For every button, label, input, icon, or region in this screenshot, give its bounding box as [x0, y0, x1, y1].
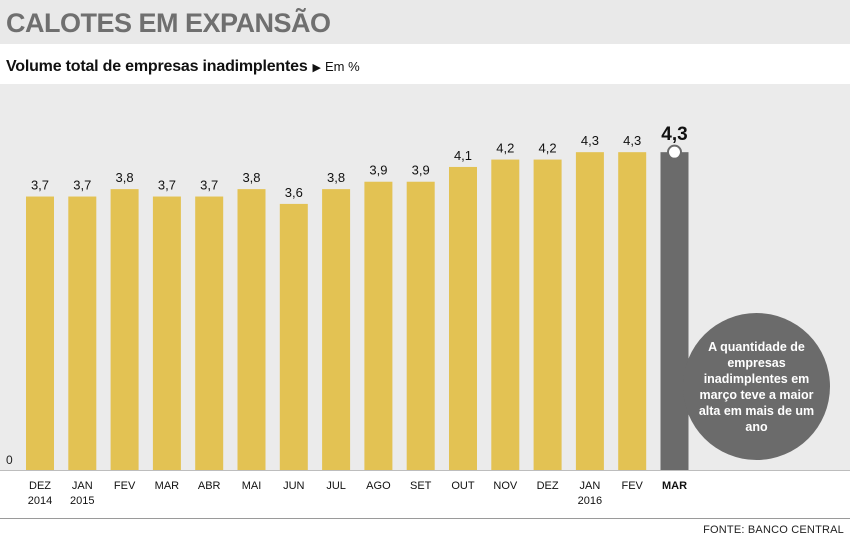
data-label: 3,8: [116, 170, 134, 185]
bar-highlight: [660, 152, 689, 470]
data-label: 3,7: [73, 178, 91, 193]
bar: [110, 189, 139, 470]
data-label: 4,3: [581, 133, 599, 148]
data-label: 4,2: [539, 141, 557, 156]
data-label: 3,8: [242, 170, 260, 185]
bar: [406, 181, 435, 470]
x-tick-label: MAR: [662, 480, 687, 492]
bar: [68, 196, 97, 471]
x-tick-label: 2014: [28, 495, 52, 507]
callout-bubble: A quantidade de empresas inadimplentes e…: [683, 313, 830, 460]
bar: [449, 166, 477, 470]
bar: [491, 159, 520, 470]
subtitle-text: Volume total de empresas inadimplentes: [6, 58, 308, 75]
x-tick-label: 2016: [578, 495, 602, 507]
data-label: 3,6: [285, 185, 303, 200]
x-tick-label: SET: [410, 480, 432, 492]
y-tick-label: 0: [6, 453, 13, 467]
bar: [533, 159, 562, 470]
data-label: 3,7: [31, 178, 49, 193]
bar: [26, 196, 54, 471]
data-label: 4,3: [661, 124, 687, 145]
play-arrow-icon: ▶: [312, 62, 321, 74]
x-tick-label: JAN: [72, 480, 93, 492]
x-tick-label: JUN: [283, 480, 304, 492]
bar: [237, 189, 266, 470]
bar: [618, 152, 647, 470]
x-tick-label: FEV: [621, 480, 643, 492]
bar: [195, 196, 224, 471]
data-label: 3,9: [369, 163, 387, 178]
data-label: 4,3: [623, 133, 641, 148]
chart-title: CALOTES EM EXPANSÃO: [6, 8, 331, 38]
unit-label: Em %: [325, 59, 360, 74]
bar: [575, 152, 604, 470]
x-tick-label: JUL: [326, 480, 346, 492]
x-tick-label: 2015: [70, 495, 94, 507]
bar: [152, 196, 181, 471]
x-tick-label: FEV: [114, 480, 136, 492]
bar: [279, 203, 308, 471]
x-tick-label: MAI: [242, 480, 262, 492]
highlight-marker: [667, 144, 682, 160]
data-label: 4,2: [496, 141, 514, 156]
data-label: 3,7: [200, 178, 218, 193]
x-tick-label: JAN: [580, 480, 601, 492]
x-tick-label: DEZ: [29, 480, 51, 492]
source-note: FONTE: BANCO CENTRAL: [703, 524, 844, 536]
bar: [364, 181, 393, 470]
x-tick-label: NOV: [493, 480, 518, 492]
data-label: 4,1: [454, 148, 472, 163]
bar: [322, 189, 351, 470]
chart-subtitle: Volume total de empresas inadimplentes ▶ E…: [6, 58, 360, 76]
x-tick-label: DEZ: [537, 480, 559, 492]
x-tick-label: AGO: [366, 480, 391, 492]
title-bar: CALOTES EM EXPANSÃO: [0, 0, 850, 44]
data-label: 3,8: [327, 170, 345, 185]
x-tick-label: OUT: [451, 480, 475, 492]
data-label: 3,7: [158, 178, 176, 193]
x-tick-label: ABR: [198, 480, 221, 492]
x-tick-label: MAR: [155, 480, 180, 492]
data-label: 3,9: [412, 163, 430, 178]
callout-text: A quantidade de empresas inadimplentes e…: [698, 339, 815, 434]
